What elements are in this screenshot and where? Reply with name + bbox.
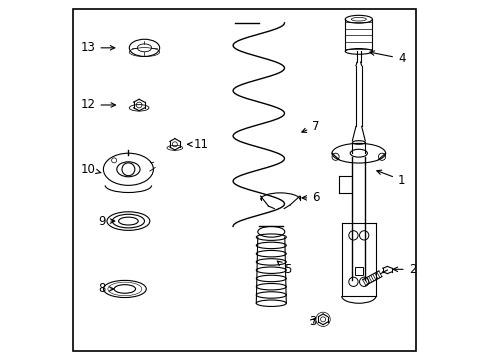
Text: 6: 6 [302,192,319,204]
Text: 2: 2 [392,263,415,276]
Text: 9: 9 [98,215,115,228]
Text: 3: 3 [308,315,315,328]
Text: 7: 7 [301,120,319,133]
Text: 11: 11 [187,138,209,151]
Text: 8: 8 [98,283,113,296]
Text: 4: 4 [369,51,405,65]
Text: 10: 10 [81,163,101,176]
Text: 13: 13 [81,41,115,54]
Text: 12: 12 [81,99,115,112]
Bar [354,267,363,275]
Text: 5: 5 [277,261,290,276]
Text: 1: 1 [376,170,405,186]
